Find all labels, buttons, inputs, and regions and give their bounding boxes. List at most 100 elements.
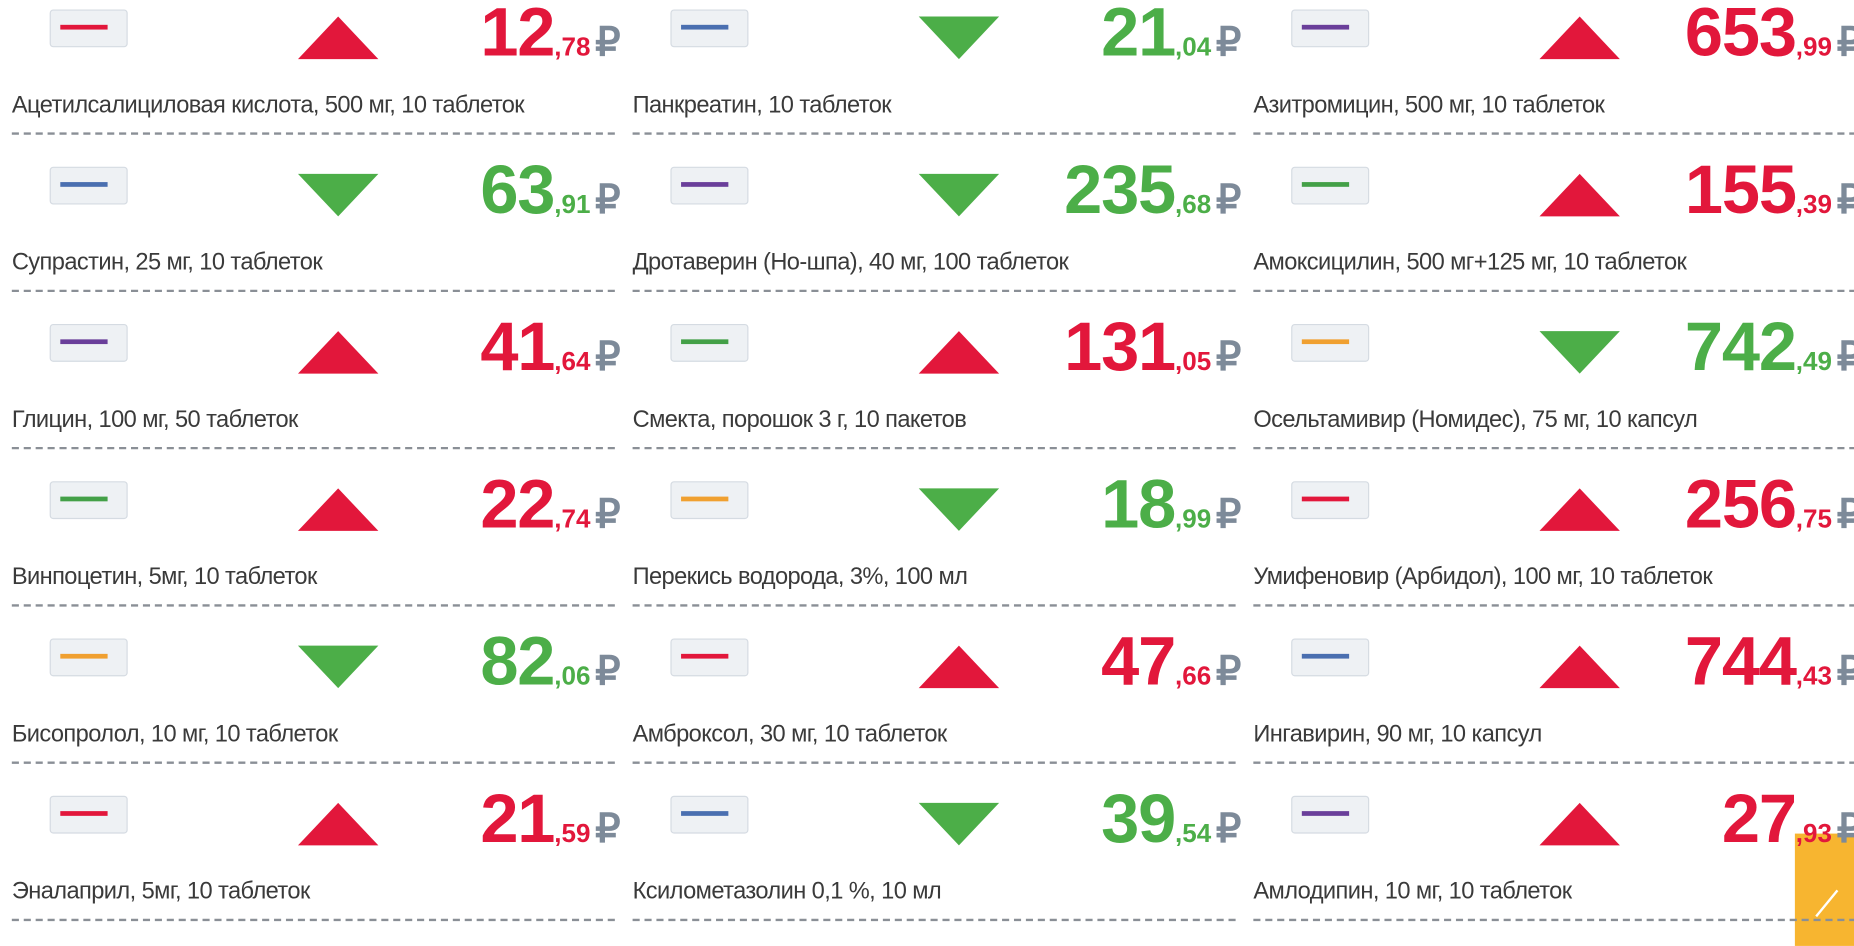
currency-sign: ₽ bbox=[1216, 177, 1242, 222]
trend-arrow bbox=[916, 486, 1001, 533]
price-rubles: 21 bbox=[1101, 0, 1175, 71]
price: 744,43₽ bbox=[1685, 622, 1854, 701]
drug-name: Смекта, порошок 3 г, 10 пакетов bbox=[633, 407, 967, 434]
drug-name: Ингавирин, 90 мг, 10 капсул bbox=[1253, 721, 1541, 748]
drug-icon bbox=[670, 796, 748, 834]
icon-stripe bbox=[60, 811, 107, 816]
drug-item: 12,78₽Ацетилсалициловая кислота, 500 мг,… bbox=[12, 0, 621, 157]
price: 21,04₽ bbox=[1101, 0, 1241, 72]
drug-name: Умифеновир (Арбидол), 100 мг, 10 таблето… bbox=[1253, 564, 1712, 591]
trend-arrow bbox=[916, 14, 1001, 61]
icon-stripe bbox=[60, 654, 107, 659]
drug-item: 21,59₽Эналаприл, 5мг, 10 таблеток bbox=[12, 786, 621, 943]
price-kopecks: ,91 bbox=[554, 189, 590, 219]
drug-name: Амоксицилин, 500 мг+125 мг, 10 таблеток bbox=[1253, 249, 1686, 276]
price: 742,49₽ bbox=[1685, 307, 1854, 386]
drug-name: Винпоцетин, 5мг, 10 таблеток bbox=[12, 564, 317, 591]
currency-sign: ₽ bbox=[1216, 335, 1242, 380]
drug-icon bbox=[1291, 324, 1369, 362]
price-kopecks: ,39 bbox=[1796, 189, 1832, 219]
price-kopecks: ,49 bbox=[1796, 346, 1832, 376]
drug-name: Супрастин, 25 мг, 10 таблеток bbox=[12, 249, 322, 276]
separator bbox=[12, 604, 615, 606]
trend-triangle bbox=[298, 803, 378, 846]
price-rubles: 18 bbox=[1101, 466, 1175, 543]
trend-arrow bbox=[1537, 486, 1622, 533]
drug-item: 744,43₽Ингавирин, 90 мг, 10 капсул bbox=[1253, 629, 1854, 786]
trend-triangle bbox=[1539, 174, 1619, 217]
price-board: 12,78₽Ацетилсалициловая кислота, 500 мг,… bbox=[0, 0, 1854, 946]
currency-sign: ₽ bbox=[1837, 177, 1854, 222]
drug-name: Осельтамивир (Номидес), 75 мг, 10 капсул bbox=[1253, 407, 1697, 434]
trend-arrow bbox=[1537, 14, 1622, 61]
icon-stripe bbox=[681, 25, 728, 30]
drug-item: 742,49₽Осельтамивир (Номидес), 75 мг, 10… bbox=[1253, 315, 1854, 472]
drug-item: 39,54₽Ксилометазолин 0,1 %, 10 мл bbox=[633, 786, 1242, 943]
price: 21,59₽ bbox=[480, 779, 620, 858]
drug-item: 235,68₽Дротаверин (Но-шпа), 40 мг, 100 т… bbox=[633, 157, 1242, 314]
price: 82,06₽ bbox=[480, 622, 620, 701]
trend-triangle bbox=[298, 17, 378, 60]
currency-sign: ₽ bbox=[1216, 649, 1242, 694]
trend-triangle bbox=[1539, 803, 1619, 846]
drug-icon bbox=[670, 167, 748, 205]
trend-arrow bbox=[1537, 329, 1622, 376]
price-rubles: 131 bbox=[1064, 309, 1175, 386]
separator bbox=[1253, 604, 1854, 606]
price-kopecks: ,74 bbox=[554, 504, 590, 534]
price-rubles: 742 bbox=[1685, 309, 1796, 386]
drug-item: 21,04₽Панкреатин, 10 таблеток bbox=[633, 0, 1242, 157]
price: 235,68₽ bbox=[1064, 150, 1241, 229]
trend-arrow bbox=[296, 486, 381, 533]
drug-icon bbox=[1291, 796, 1369, 834]
separator bbox=[633, 447, 1236, 449]
trend-arrow bbox=[296, 643, 381, 690]
price-rubles: 12 bbox=[480, 0, 554, 71]
icon-stripe bbox=[60, 339, 107, 344]
separator bbox=[633, 919, 1236, 921]
drug-icon bbox=[50, 638, 128, 676]
drug-name: Эналаприл, 5мг, 10 таблеток bbox=[12, 879, 310, 906]
price-kopecks: ,59 bbox=[554, 818, 590, 848]
icon-stripe bbox=[1302, 182, 1349, 187]
icon-stripe bbox=[681, 339, 728, 344]
trend-triangle bbox=[298, 174, 378, 217]
currency-sign: ₽ bbox=[1837, 335, 1854, 380]
separator bbox=[633, 761, 1236, 763]
drug-item: 653,99₽Азитромицин, 500 мг, 10 таблеток bbox=[1253, 0, 1854, 157]
trend-arrow bbox=[916, 800, 1001, 847]
separator bbox=[633, 604, 1236, 606]
drug-item: 18,99₽Перекись водорода, 3%, 100 мл bbox=[633, 472, 1242, 629]
icon-stripe bbox=[60, 25, 107, 30]
price-rubles: 63 bbox=[480, 151, 554, 228]
drug-name: Амброксол, 30 мг, 10 таблеток bbox=[633, 721, 947, 748]
drug-icon bbox=[50, 481, 128, 519]
currency-sign: ₽ bbox=[1837, 20, 1854, 65]
price: 131,05₽ bbox=[1064, 307, 1241, 386]
icon-stripe bbox=[1302, 654, 1349, 659]
trend-triangle bbox=[919, 331, 999, 374]
price-rubles: 653 bbox=[1685, 0, 1796, 71]
drug-name: Перекись водорода, 3%, 100 мл bbox=[633, 564, 968, 591]
trend-triangle bbox=[298, 488, 378, 531]
drug-name: Ксилометазолин 0,1 %, 10 мл bbox=[633, 879, 942, 906]
price: 47,66₽ bbox=[1101, 622, 1241, 701]
page-area: 12,78₽Ацетилсалициловая кислота, 500 мг,… bbox=[0, 0, 1854, 946]
drug-item: 27,93₽Амлодипин, 10 мг, 10 таблеток bbox=[1253, 786, 1854, 943]
separator bbox=[1253, 290, 1854, 292]
currency-sign: ₽ bbox=[595, 20, 621, 65]
currency-sign: ₽ bbox=[1837, 649, 1854, 694]
trend-triangle bbox=[298, 646, 378, 689]
price: 155,39₽ bbox=[1685, 150, 1854, 229]
drug-name: Амлодипин, 10 мг, 10 таблеток bbox=[1253, 879, 1571, 906]
drug-name: Ацетилсалициловая кислота, 500 мг, 10 та… bbox=[12, 92, 524, 119]
price-rubles: 21 bbox=[480, 780, 554, 857]
currency-sign: ₽ bbox=[1837, 492, 1854, 537]
price-kopecks: ,05 bbox=[1175, 346, 1211, 376]
price-kopecks: ,64 bbox=[554, 346, 590, 376]
drug-icon bbox=[670, 324, 748, 362]
trend-triangle bbox=[919, 803, 999, 846]
trend-arrow bbox=[916, 329, 1001, 376]
icon-stripe bbox=[1302, 339, 1349, 344]
separator bbox=[1253, 447, 1854, 449]
